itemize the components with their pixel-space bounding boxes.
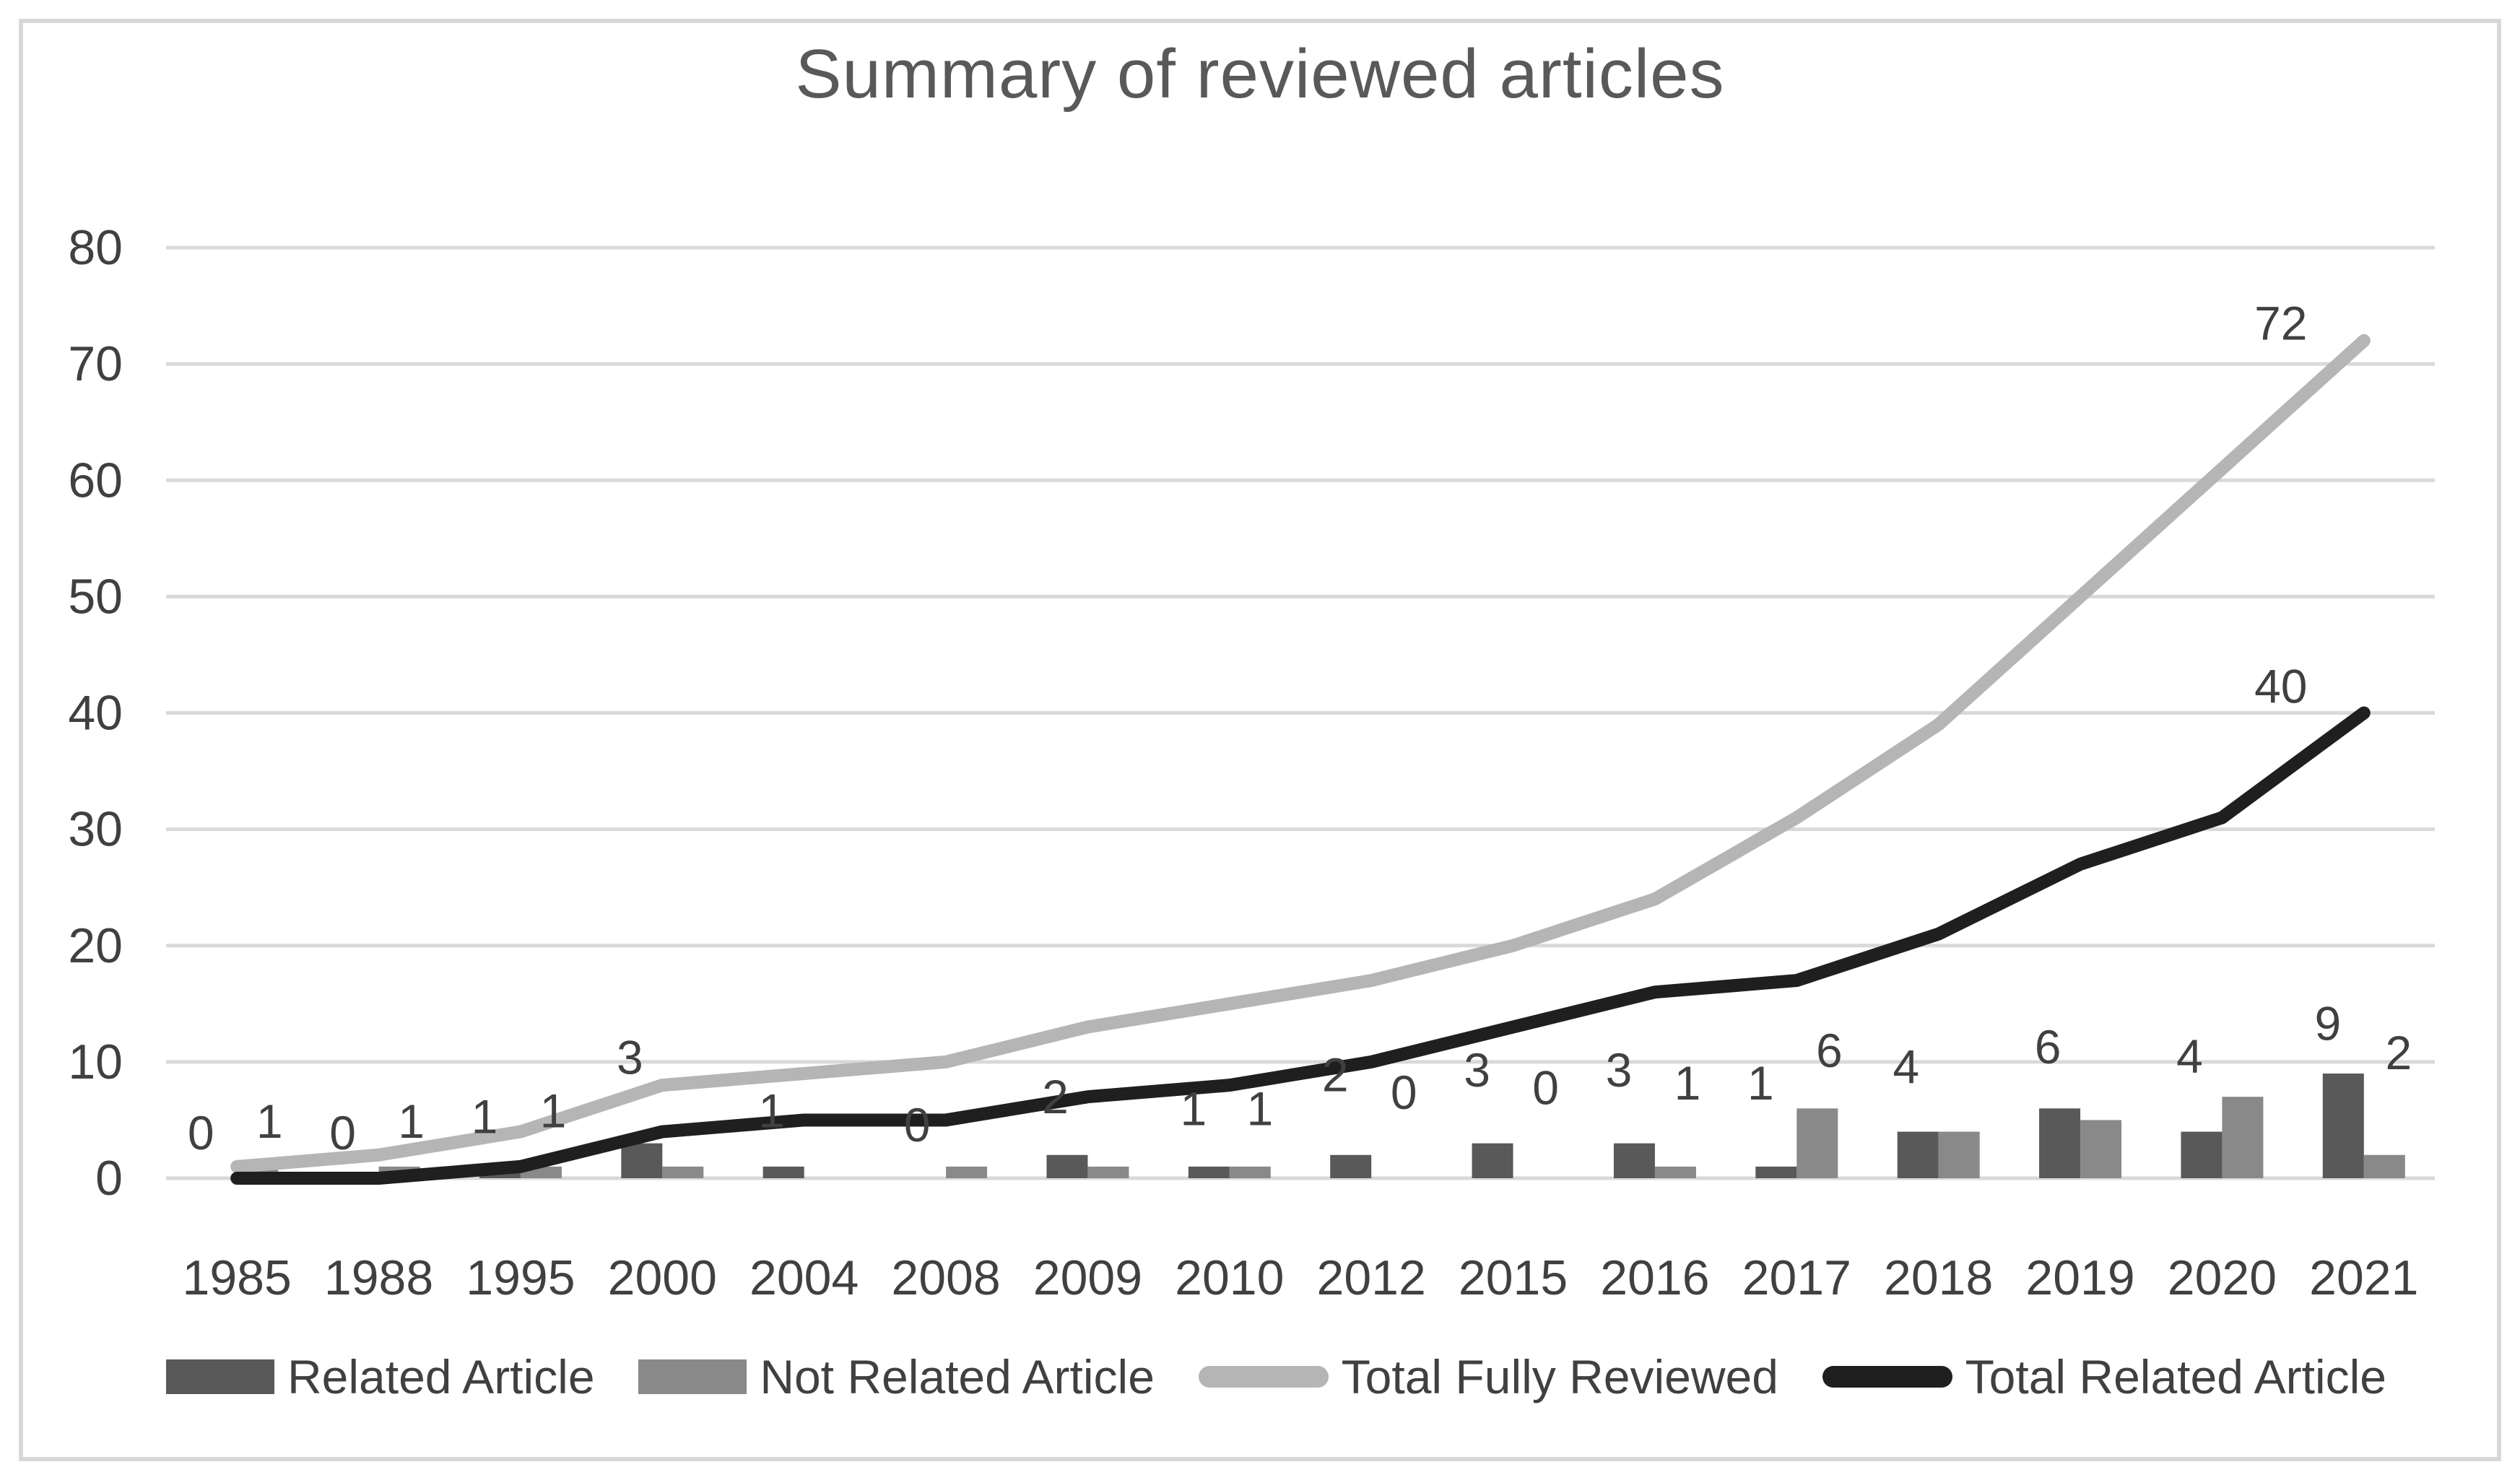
legend-swatch-related-article	[166, 1359, 274, 1394]
y-tick-label: 10	[68, 1035, 123, 1089]
data-label: 1	[398, 1094, 425, 1148]
x-tick-label: 2009	[1033, 1250, 1142, 1305]
bar-related-article-2010	[1188, 1166, 1230, 1178]
bar-not-related-article-2021	[2363, 1154, 2405, 1178]
x-tick-label: 1988	[324, 1250, 433, 1305]
x-tick-label: 2020	[2168, 1250, 2277, 1305]
legend-label-related-article: Related Article	[287, 1350, 595, 1403]
data-label: 1	[540, 1084, 567, 1138]
data-label: 6	[1816, 1024, 1843, 1077]
data-label: 2	[1042, 1070, 1069, 1123]
data-label: 0	[329, 1106, 356, 1159]
data-label: 1	[1246, 1081, 1273, 1135]
bar-related-article-2018	[1897, 1131, 1939, 1178]
data-label: 3	[617, 1030, 643, 1084]
legend: Related Article Not Related Article Tota…	[166, 1344, 2386, 1409]
x-tick-label: 2004	[750, 1250, 859, 1305]
bar-not-related-article-2017	[1796, 1108, 1838, 1178]
data-label: 0	[904, 1098, 931, 1152]
legend-label-total-fully-reviewed: Total Fully Reviewed	[1341, 1350, 1778, 1403]
line-total-related-article	[230, 706, 2371, 1185]
bar-related-article-2000	[621, 1143, 663, 1178]
data-label: 1	[758, 1084, 785, 1138]
bar-related-article-2021	[2322, 1073, 2364, 1178]
bar-related-article-2016	[1613, 1143, 1655, 1178]
bar-related-article-2004	[762, 1166, 804, 1178]
x-tick-label: 2010	[1175, 1250, 1284, 1305]
bar-not-related-article-2010	[1229, 1166, 1271, 1178]
y-tick-label: 80	[68, 220, 123, 275]
data-label: 4	[2176, 1030, 2203, 1083]
data-label: 1	[256, 1094, 283, 1148]
data-label: 1	[1747, 1056, 1774, 1110]
x-tick-label: 2019	[2025, 1250, 2134, 1305]
data-label: 9	[2314, 997, 2341, 1050]
x-tick-label: 1985	[183, 1250, 292, 1305]
x-tick-label: 2012	[1317, 1250, 1426, 1305]
y-tick-label: 70	[68, 336, 123, 391]
bar-not-related-article-2008	[946, 1166, 988, 1178]
y-tick-label: 50	[68, 569, 123, 624]
legend-item-total-fully-reviewed: Total Fully Reviewed	[1198, 1349, 1778, 1404]
data-label: 3	[1606, 1043, 1633, 1097]
x-tick-label: 2021	[2309, 1250, 2418, 1305]
data-label: 4	[1893, 1040, 1919, 1093]
data-label: 1	[1674, 1056, 1701, 1110]
x-tick-label: 2015	[1459, 1250, 1568, 1305]
bar-not-related-article-2019	[2080, 1120, 2122, 1178]
data-label: 0	[1532, 1061, 1559, 1114]
legend-swatch-not-related-article	[638, 1359, 747, 1394]
bar-related-article-2017	[1755, 1166, 1797, 1178]
bar-not-related-article-2009	[1087, 1166, 1129, 1178]
bar-related-article-2020	[2181, 1131, 2223, 1178]
bar-not-related-article-2018	[1938, 1131, 1980, 1178]
y-tick-label: 30	[68, 802, 123, 857]
legend-swatch-total-fully-reviewed	[1198, 1366, 1329, 1388]
bar-related-article-2019	[2039, 1108, 2081, 1178]
bar-related-article-2012	[1330, 1154, 1372, 1178]
legend-item-total-related-article: Total Related Article	[1822, 1349, 2386, 1404]
legend-item-not-related-article: Not Related Article	[638, 1349, 1155, 1404]
legend-swatch-total-related-article	[1822, 1366, 1952, 1388]
y-tick-label: 40	[68, 686, 123, 741]
line-total-fully-reviewed	[230, 334, 2371, 1173]
data-label: 0	[1391, 1066, 1417, 1119]
x-tick-label: 2016	[1600, 1250, 1709, 1305]
chart-title: Summary of reviewed articles	[795, 35, 1725, 113]
x-tick-label: 2018	[1884, 1250, 1993, 1305]
y-tick-label: 0	[95, 1151, 123, 1206]
data-label: 40	[2254, 659, 2307, 713]
legend-label-not-related-article: Not Related Article	[760, 1350, 1155, 1403]
bar-related-article-2009	[1046, 1154, 1088, 1178]
data-label: 72	[2254, 297, 2307, 350]
x-tick-label: 2008	[891, 1250, 1000, 1305]
data-label: 2	[1322, 1048, 1349, 1102]
bar-not-related-article-2020	[2222, 1097, 2264, 1178]
y-tick-label: 60	[68, 453, 123, 508]
x-tick-label: 2000	[608, 1250, 717, 1305]
data-label: 0	[188, 1106, 214, 1159]
data-label: 6	[2035, 1020, 2061, 1074]
legend-item-related-article: Related Article	[166, 1349, 595, 1404]
bar-not-related-article-2016	[1654, 1166, 1696, 1178]
data-label: 1	[1180, 1081, 1207, 1135]
bar-not-related-article-2000	[662, 1166, 704, 1178]
data-label: 1	[472, 1090, 498, 1144]
bar-related-article-2015	[1472, 1143, 1513, 1178]
data-label: 3	[1464, 1043, 1490, 1097]
x-tick-label: 1995	[466, 1250, 575, 1305]
x-tick-label: 2017	[1742, 1250, 1851, 1305]
data-label: 2	[2385, 1026, 2412, 1079]
legend-label-total-related-article: Total Related Article	[1965, 1350, 2386, 1403]
y-tick-label: 20	[68, 918, 123, 973]
